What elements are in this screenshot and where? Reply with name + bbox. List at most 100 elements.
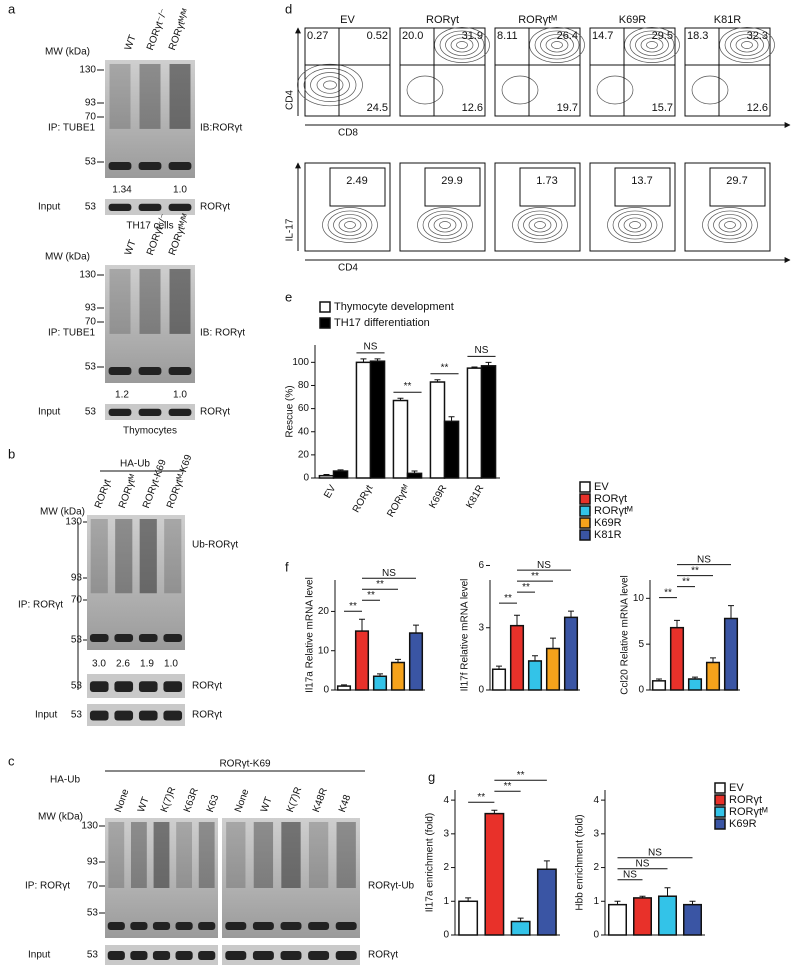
error-bar — [323, 474, 330, 476]
quantification: 1.0 — [173, 185, 187, 196]
smear — [336, 822, 356, 888]
error-bar — [517, 917, 524, 922]
bar — [608, 903, 627, 936]
y-tick-label: 0 — [478, 685, 484, 696]
contour — [540, 34, 574, 56]
bar — [687, 678, 703, 691]
significance-label: ** — [477, 792, 485, 803]
error-bar — [411, 470, 418, 474]
contour — [735, 37, 759, 53]
band — [168, 367, 192, 375]
band — [152, 951, 171, 960]
quadrant-value: 8.11 — [497, 30, 518, 42]
smear — [226, 822, 246, 888]
significance-label: ** — [531, 571, 539, 582]
bar — [466, 367, 483, 479]
legend-swatch — [714, 806, 726, 818]
y-tick-label: 4 — [593, 795, 599, 806]
mw-marker: 53 — [85, 362, 97, 373]
contour — [724, 30, 770, 60]
band-label: Ub-RORγt — [192, 540, 238, 551]
error-bar — [485, 361, 492, 366]
contour — [612, 210, 658, 240]
mw-marker: 93 — [85, 98, 97, 109]
error-bar — [550, 637, 556, 649]
caption: TH17 cells — [126, 221, 173, 232]
band — [168, 408, 192, 416]
band — [252, 951, 274, 960]
ip-label: IP: TUBE1 — [48, 328, 95, 339]
mw-title: MW (kDa) — [45, 252, 90, 263]
contour — [523, 214, 557, 236]
legend-swatch — [714, 782, 726, 794]
legend-swatch — [579, 481, 591, 493]
contour — [303, 68, 357, 102]
band-label: RORγt — [200, 407, 230, 418]
legend-label: RORγt — [729, 794, 762, 806]
lane-label: K63 — [205, 793, 222, 814]
bar — [332, 470, 349, 479]
quantification: 1.9 — [140, 659, 154, 670]
contour — [702, 207, 758, 243]
y-tick-label: 0 — [593, 930, 599, 941]
mw-title: MW (kDa) — [45, 47, 90, 58]
flow-plot — [684, 162, 771, 252]
ip-label: IP: RORγt — [25, 881, 70, 892]
bar — [658, 895, 677, 936]
error-bar — [496, 665, 502, 670]
contour — [629, 30, 675, 60]
error-bar — [639, 895, 646, 898]
contour — [501, 75, 539, 105]
gate-value: 1.73 — [536, 175, 557, 187]
mw-marker: 130 — [79, 270, 96, 281]
lane-label: K63R — [182, 787, 201, 814]
contour — [445, 34, 479, 56]
significance-label: NS — [475, 345, 489, 356]
error-bar — [448, 416, 455, 422]
bar — [633, 897, 652, 936]
band — [280, 951, 302, 960]
error-bar — [374, 358, 381, 362]
legend-label: K69R — [594, 517, 622, 529]
y-tick-label: 20 — [318, 606, 330, 617]
error-bar — [395, 658, 401, 663]
y-axis-label: Il17f Relative mRNA level — [460, 579, 471, 692]
contour — [417, 207, 473, 243]
sample-label: RORγt — [426, 14, 459, 26]
quadrant-value: 12.6 — [462, 102, 483, 114]
lane-label: RORγtᴹ/ᴹ — [167, 213, 192, 257]
lane-label: RORγt⁻/⁻ — [145, 7, 170, 51]
contour — [322, 207, 378, 243]
contour — [713, 214, 747, 236]
quantification: 2.6 — [116, 659, 130, 670]
y-tick-label: 0 — [323, 685, 329, 696]
header: RORγt-K69 — [219, 759, 271, 770]
bar — [318, 474, 335, 479]
band — [138, 408, 162, 416]
bar — [510, 920, 531, 936]
mw-marker: 53 — [87, 950, 99, 961]
lane-label: WT — [123, 239, 139, 257]
x-tick-label: K81R — [464, 483, 486, 510]
quantification: 3.0 — [92, 659, 106, 670]
band — [108, 408, 132, 416]
legend-swatch — [319, 301, 331, 313]
band — [108, 162, 132, 170]
band — [280, 922, 302, 930]
significance-label: ** — [441, 362, 449, 373]
contour — [545, 37, 569, 53]
panel-label: b — [8, 446, 15, 461]
band — [175, 951, 193, 960]
bar — [443, 420, 460, 479]
error-bar — [664, 887, 671, 897]
lane-label: K(7)R — [159, 786, 178, 814]
sample-label: EV — [340, 14, 355, 26]
y-axis-label: Ccl20 Relative mRNA level — [620, 575, 631, 695]
quantification: 1.0 — [173, 390, 187, 401]
contour — [646, 41, 658, 49]
error-bar — [656, 678, 662, 681]
lane-label: K(7)R — [285, 786, 304, 814]
legend-label: EV — [729, 782, 744, 794]
error-bar — [568, 610, 574, 618]
